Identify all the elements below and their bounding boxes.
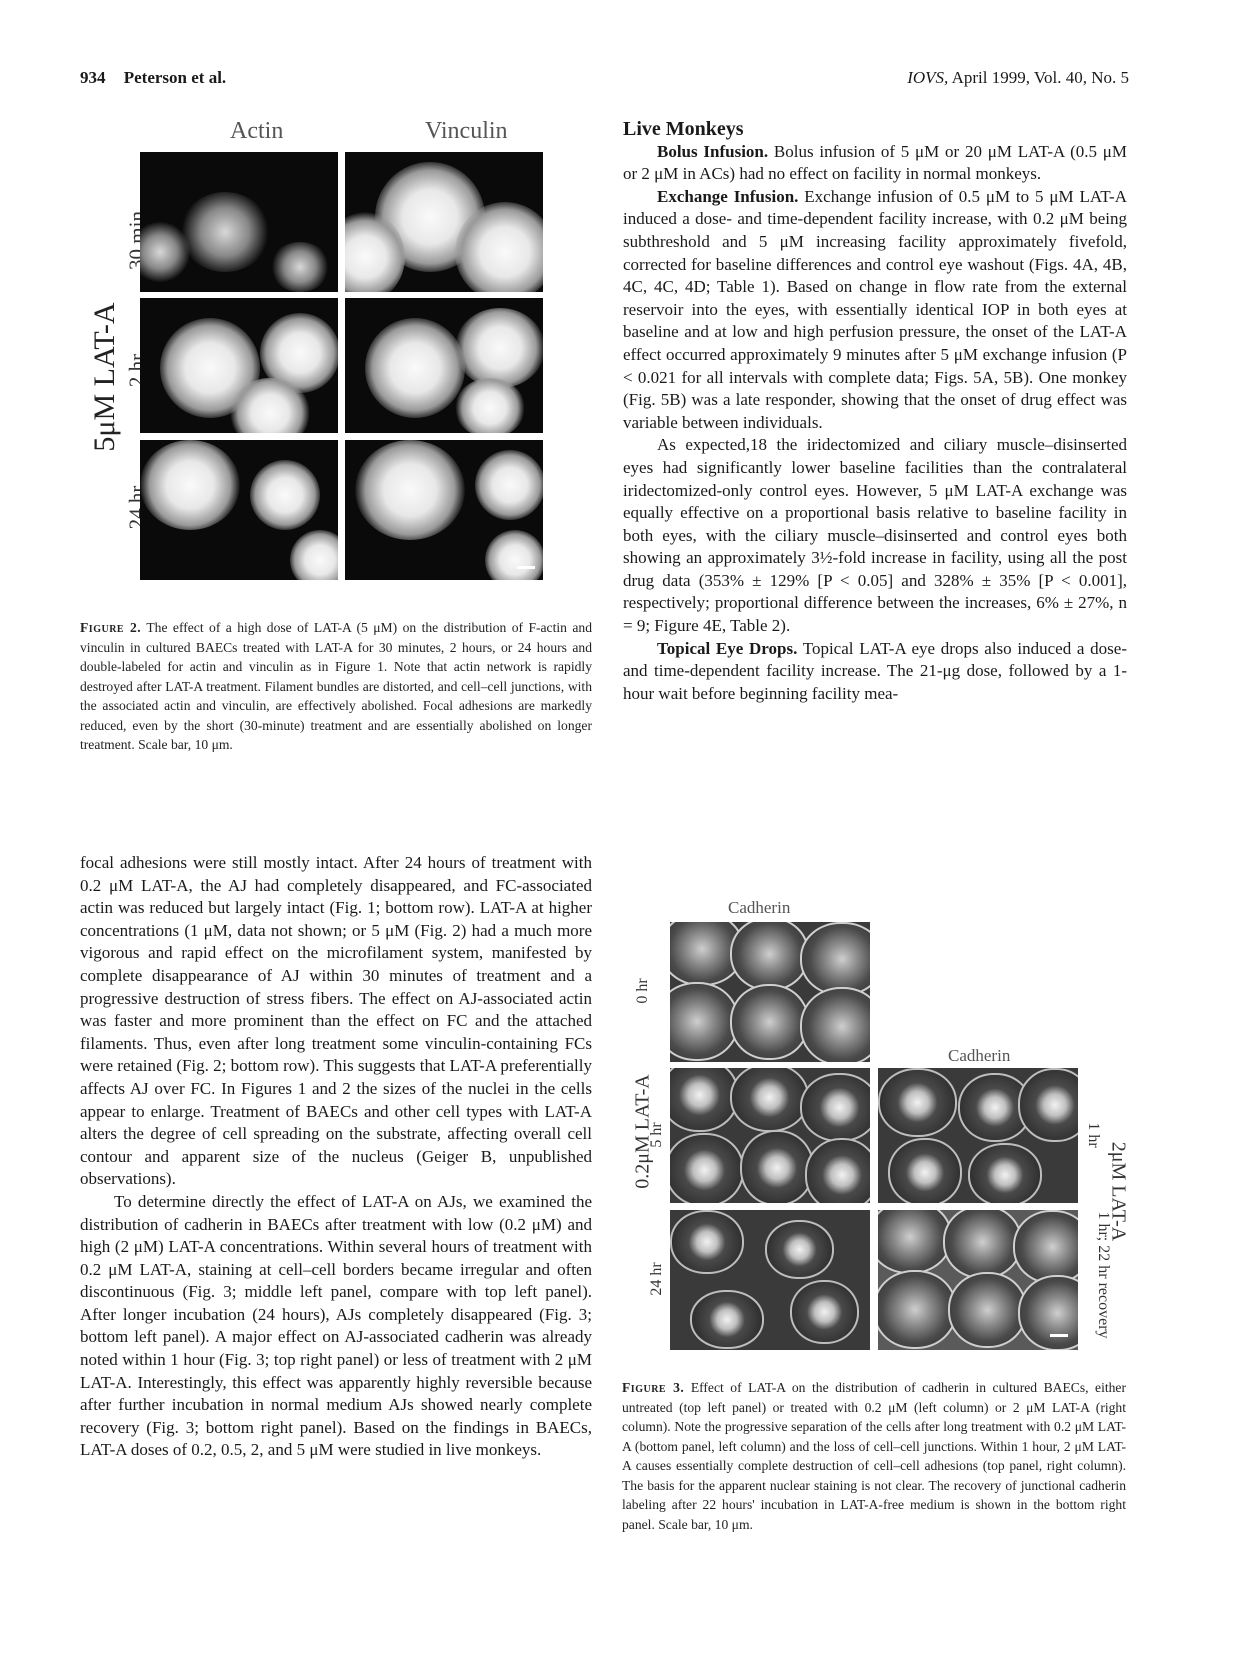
fig3-right-side-label: 2μM LAT-A [1107,1141,1130,1242]
fig3-panel-right-recovery [878,1210,1078,1350]
journal-name: IOVS, [907,68,949,87]
fig3-panel-left-5hr [670,1068,870,1203]
paragraph-topical-eye-drops: Topical Eye Drops. Topical LAT-A eye dro… [623,638,1127,706]
running-header-left: 934 Peterson et al. [80,68,226,88]
page-number: 934 [80,68,106,87]
fig2-side-label: 5μM LAT-A [88,302,121,452]
left-paragraph-1: focal adhesions were still mostly intact… [80,853,592,1189]
paragraph-as-expected: As expected,18 the iridectomized and cil… [623,435,1127,636]
fig3-caption-text: Effect of LAT-A on the distribution of c… [622,1380,1126,1532]
figure-2-caption: Figure 2. The effect of a high dose of L… [80,618,592,755]
fig3-panel-left-24hr [670,1210,870,1350]
figure-3: Cadherin Cadherin [618,890,1138,1380]
paragraph-exchange-infusion: Exchange Infusion. Exchange infusion of … [623,186,1127,435]
author-line: Peterson et al. [123,68,227,87]
issue-info: April 1999, Vol. 40, No. 5 [951,68,1129,87]
fig3-row-label-24hr: 24 hr [648,1262,665,1296]
fig2-panel-actin-24hr [140,440,338,580]
fig2-panel-actin-2hr [140,298,338,433]
right-column-body: Live Monkeys Bolus Infusion. Bolus infus… [623,118,1127,705]
fig3-panel-right-1hr [878,1068,1078,1203]
running-header-right: IOVS, April 1999, Vol. 40, No. 5 [907,68,1129,88]
fig2-col-label-vinculin: Vinculin [425,118,508,144]
fig2-panel-actin-30min [140,152,338,292]
left-column-body: focal adhesions were still mostly intact… [80,852,592,1462]
left-paragraph-2: To determine directly the effect of LAT-… [80,1191,592,1460]
fig2-caption-label: Figure 2. [80,620,142,635]
subheading-bolus-infusion: Bolus Infusion. [657,141,769,161]
section-heading-live-monkeys: Live Monkeys [623,118,744,140]
fig3-row-label-1hr: 1 hr [1085,1122,1102,1148]
subheading-exchange-infusion: Exchange Infusion. [657,186,799,206]
topical-eye-drops-text: Topical LAT-A eye drops also induced a d… [623,638,1127,703]
fig3-caption-label: Figure 3. [622,1380,685,1395]
fig3-scale-bar [1050,1334,1068,1337]
fig3-panel-left-0hr [670,922,870,1062]
figure-3-caption: Figure 3. Effect of LAT-A on the distrib… [622,1378,1126,1534]
exchange-infusion-text: Exchange infusion of 0.5 μM to 5 μM LAT-… [623,186,1127,432]
fig2-panel-vinculin-2hr [345,298,543,433]
fig3-left-title: Cadherin [728,898,791,917]
fig2-caption-text: The effect of a high dose of LAT-A (5 μM… [80,620,592,752]
fig3-right-title: Cadherin [948,1046,1011,1065]
paragraph-bolus-infusion: Bolus Infusion. Bolus infusion of 5 μM o… [623,141,1127,186]
fig2-panel-vinculin-24hr [345,440,543,580]
bolus-infusion-text: Bolus infusion of 5 μM or 20 μM LAT-A (0… [623,141,1127,184]
fig3-left-side-label: 0.2μM LAT-A [631,1074,654,1189]
subheading-topical-eye-drops: Topical Eye Drops. [657,638,798,658]
figure-2: Actin Vinculin 30 min 2 hr 24 hr 5μM LAT… [80,110,600,610]
fig2-scale-bar [517,566,535,569]
fig2-col-label-actin: Actin [230,118,284,144]
fig2-panel-vinculin-30min [345,152,543,292]
fig3-row-label-0hr: 0 hr [634,978,651,1004]
